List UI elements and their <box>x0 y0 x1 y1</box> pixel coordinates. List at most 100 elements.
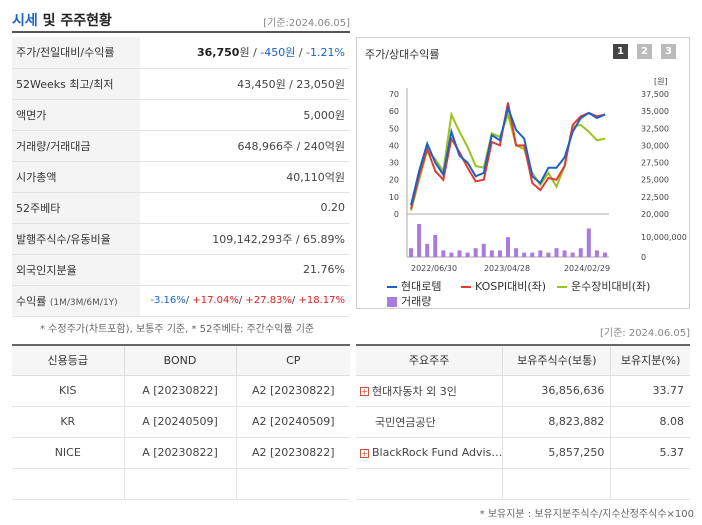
chart-page-2-button[interactable]: 2 <box>637 44 652 59</box>
volume-bar <box>586 228 591 257</box>
y-tick-label: 40 <box>389 141 399 150</box>
base-date: [기준:2024.06.05] <box>263 18 350 29</box>
shareholding-footnote: * 보유지분 : 보유지분주식수/지수산정주식수×100 <box>479 509 694 520</box>
legend-volume: 거래량 <box>387 293 431 309</box>
row-value: 43,450원 / 23,050원 <box>140 68 350 100</box>
volume-bar <box>562 250 567 257</box>
column-header: 보유주식수(보통) <box>502 344 611 376</box>
chart-title: 주가/상대수익률 <box>365 48 440 61</box>
volume-bar <box>441 250 446 257</box>
row-label: 52주베타 <box>12 192 140 224</box>
series-line-1 <box>410 104 606 206</box>
volume-bar <box>530 252 535 257</box>
legend-sector: 운수장비대비(좌) <box>557 278 650 294</box>
cell: A2 [20230822] <box>235 437 350 469</box>
y2-tick-label: 37,500 <box>641 90 669 99</box>
volume-bar <box>417 224 422 257</box>
cell: A [20230822] <box>123 375 236 407</box>
cell: A2 [20240509] <box>235 406 350 438</box>
y-tick-label: 10 <box>389 193 399 202</box>
chart-panel: 주가/상대수익률 1 2 3 70 60 50 40 30 20 10 0 37,500 35,0… <box>356 37 690 309</box>
row-value: 5,000원 <box>140 99 350 131</box>
volume-bar <box>473 248 478 257</box>
table-row: 액면가 5,000원 <box>12 99 350 131</box>
cell: KIS <box>12 375 124 407</box>
series-line-2 <box>410 102 606 210</box>
table-row: 국민연금공단 8,823,882 8.08 <box>356 406 690 438</box>
cell <box>502 468 611 500</box>
table-row: 수익률 (1M/3M/6M/1Y) -3.16%/ +17.04%/ +27.8… <box>12 285 350 317</box>
table-row: 외국인지분율 21.76% <box>12 254 350 286</box>
row-value: 0.20 <box>140 192 350 224</box>
volume-bar <box>506 237 510 257</box>
expand-icon[interactable]: + <box>360 387 369 396</box>
y2-tick-label: 20,000 <box>641 210 669 219</box>
legend-stock: 현대로템 <box>387 278 441 294</box>
cell <box>123 468 236 500</box>
row-label: 52Weeks 최고/최저 <box>12 68 140 100</box>
price-value: 36,750원 / -450원 / -1.21% <box>140 37 350 69</box>
column-header: 신용등급 <box>12 344 124 376</box>
table-row: 시가총액 40,110억원 <box>12 161 350 193</box>
price-chart: 70 60 50 40 30 20 10 0 37,500 35,000 32,500 30,000 2… <box>389 77 687 273</box>
chart-page-3-button[interactable]: 3 <box>661 44 676 59</box>
cell: NICE <box>12 437 124 469</box>
y-tick-label: 20 <box>389 176 399 185</box>
table-row: KR A [20240509] A2 [20240509] <box>12 406 350 438</box>
table-row: NICE A [20230822] A2 [20230822] <box>12 437 350 469</box>
row-value: 21.76% <box>140 254 350 286</box>
x-tick-label: 2022/06/30 <box>411 264 457 273</box>
table-header: 신용등급 BOND CP <box>12 344 350 376</box>
legend-swatch <box>461 286 471 288</box>
y2-tick-label: 30,000 <box>641 141 669 150</box>
expand-icon[interactable]: + <box>360 448 369 458</box>
legend-swatch <box>387 286 397 288</box>
volume-bar <box>570 252 575 257</box>
volume-bar <box>603 252 607 257</box>
chart-page-1-button[interactable]: 1 <box>613 44 628 59</box>
footnote-note: * 수정주가(차트포함), 보통주 기준, * 52주베타: 주간수익률 기준 <box>40 324 315 335</box>
column-header: CP <box>235 344 350 376</box>
volume-bar <box>578 248 583 257</box>
x-tick-label: 2023/04/28 <box>484 264 530 273</box>
holder-name: 국민연금공단 <box>356 406 503 438</box>
volume-bar <box>514 248 519 257</box>
row-label: 수익률 (1M/3M/6M/1Y) <box>12 285 140 317</box>
cell: 36,856,636 <box>502 375 611 407</box>
row-value: 40,110억원 <box>140 161 350 193</box>
table-row: 발행주식수/유동비율 109,142,293주 / 65.89% <box>12 223 350 255</box>
y-tick-label: 70 <box>389 90 399 99</box>
page-title: 시세 및 주주현황 <box>12 13 112 29</box>
volume-bar <box>497 250 502 257</box>
holder-name[interactable]: + 현대자동차 외 3인 <box>356 375 503 407</box>
cell: A [20240509] <box>123 406 236 438</box>
cell: 5,857,250 <box>502 437 611 469</box>
volume-bar <box>409 248 413 257</box>
table-row <box>356 468 690 500</box>
table-row: + BlackRock Fund Advis… 5,857,250 5.37 <box>356 437 690 469</box>
row-label: 외국인지분율 <box>12 254 140 286</box>
volume-bar <box>554 248 559 257</box>
volume-bar <box>481 243 486 257</box>
volume-bar <box>449 252 454 257</box>
y2-tick-label: 35,000 <box>641 107 669 116</box>
cell <box>356 468 503 500</box>
table-row <box>12 468 350 500</box>
legend-swatch <box>557 286 567 288</box>
cell: KR <box>12 406 124 438</box>
cell <box>610 468 690 500</box>
major-shareholders-table: 주요주주 보유주식수(보통) 보유지분(%) + 현대자동차 외 3인 36,85… <box>356 344 690 500</box>
volume-bar <box>457 250 462 257</box>
y2-tick-label: 27,500 <box>641 159 669 168</box>
table-row: 52주베타 0.20 <box>12 192 350 224</box>
row-label: 주가/전일대비/수익률 <box>12 37 140 69</box>
cell: A [20230822] <box>123 437 236 469</box>
cell: A2 [20230822] <box>235 375 350 407</box>
cell: 8,823,882 <box>502 406 611 438</box>
volume-bar <box>489 250 494 257</box>
y-tick-label: 0 <box>394 210 399 219</box>
holder-name[interactable]: + BlackRock Fund Advis… <box>356 437 503 469</box>
divider <box>12 31 350 33</box>
column-header: 주요주주 <box>356 344 503 376</box>
credit-rating-table: 신용등급 BOND CP KIS A [20230822] A2 [20230822… <box>12 344 350 500</box>
